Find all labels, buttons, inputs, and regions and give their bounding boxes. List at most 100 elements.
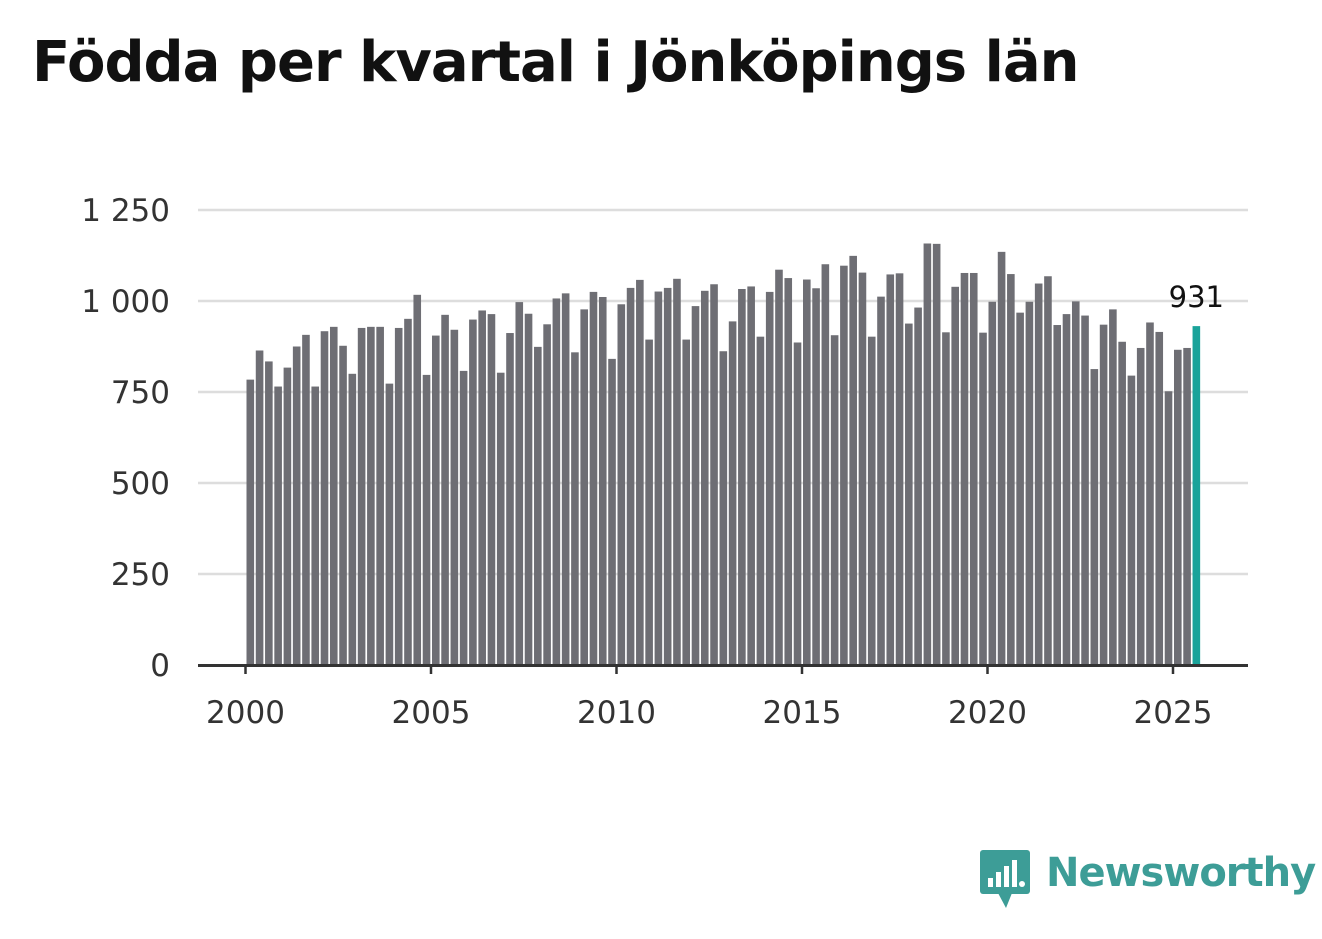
- bar: [803, 279, 811, 665]
- bar: [274, 386, 282, 665]
- x-tick-label: 2010: [577, 695, 656, 731]
- bar: [311, 386, 320, 665]
- bar: [1016, 312, 1024, 665]
- bar: [302, 334, 310, 665]
- bar: [1071, 301, 1080, 665]
- bar: [895, 273, 904, 665]
- bar: [951, 286, 959, 665]
- bar: [1109, 309, 1117, 665]
- y-tick-label: 750: [111, 375, 170, 411]
- bar: [1136, 347, 1145, 665]
- bar: [432, 335, 440, 665]
- bar: [942, 332, 950, 665]
- latest-value-label: 931: [1169, 280, 1224, 314]
- bar: [571, 352, 579, 665]
- bar: [738, 288, 746, 665]
- bar: [469, 319, 477, 665]
- bar: [988, 301, 997, 665]
- y-tick-label: 250: [111, 557, 170, 593]
- newsworthy-logo: Newsworthy: [980, 850, 1316, 910]
- bar: [997, 251, 1006, 666]
- bar: [357, 327, 366, 665]
- bar: [589, 291, 598, 665]
- bar: [1183, 347, 1191, 665]
- bar: [1127, 375, 1136, 665]
- bar: [979, 332, 987, 665]
- bar: [969, 272, 978, 665]
- bar: [830, 335, 839, 665]
- y-tick-label: 1 000: [81, 284, 170, 320]
- bar: [598, 296, 607, 665]
- bar: [450, 329, 459, 665]
- bar: [1118, 341, 1126, 665]
- bar: [1053, 325, 1062, 665]
- bar: [775, 269, 783, 665]
- bar: [534, 346, 542, 665]
- y-tick-label: 0: [150, 648, 170, 684]
- bar: [691, 306, 700, 665]
- bar: [877, 296, 885, 665]
- bar: [487, 314, 496, 665]
- bar: [932, 243, 941, 666]
- bars: [246, 243, 1201, 666]
- bar: [1155, 331, 1164, 665]
- bar: [1007, 274, 1015, 665]
- bar: [524, 313, 533, 665]
- bar: [858, 272, 867, 665]
- bar: [283, 367, 292, 665]
- bar: [960, 272, 969, 665]
- bar: [376, 326, 384, 665]
- bar: [867, 336, 876, 665]
- bar: [812, 288, 820, 665]
- bar: [292, 346, 301, 665]
- bar: [459, 370, 468, 665]
- x-tick-label: 2025: [1134, 695, 1213, 731]
- bar: [515, 302, 524, 665]
- bar: [700, 290, 709, 665]
- bar: [849, 255, 857, 665]
- bar: [478, 310, 486, 665]
- bar: [784, 278, 793, 665]
- chart-title: Födda per kvartal i Jönköpings län: [32, 30, 1079, 95]
- bar: [413, 294, 422, 665]
- bar: [404, 318, 412, 665]
- bar: [645, 339, 653, 665]
- bar-latest: [1192, 326, 1201, 665]
- bar: [636, 279, 644, 665]
- bar: [1174, 349, 1182, 665]
- axes: [198, 664, 1248, 674]
- bar-chart: 0 250 500 750 1 000 1 250 931 2000 2005 2010 2015 2…: [81, 193, 1248, 731]
- bar: [840, 265, 848, 665]
- bar: [1062, 314, 1071, 665]
- bar: [580, 309, 588, 665]
- bar: [246, 379, 255, 665]
- bar: [1081, 315, 1089, 665]
- bar: [821, 264, 830, 665]
- bar: [914, 307, 922, 665]
- bar: [1025, 301, 1034, 665]
- bar: [552, 298, 561, 665]
- bar: [617, 304, 626, 665]
- bar: [608, 358, 616, 665]
- bar: [728, 321, 737, 665]
- bar: [385, 383, 394, 665]
- bar: [265, 361, 273, 665]
- tick-labels: 0 250 500 750 1 000 1 250 931 2000 2005 2010 2015 2…: [81, 193, 1224, 731]
- bar: [654, 291, 663, 665]
- bar: [747, 286, 755, 665]
- bar: [886, 274, 895, 665]
- y-tick-label: 500: [111, 466, 170, 502]
- bar: [626, 287, 635, 665]
- bar: [339, 345, 347, 665]
- bar: [543, 324, 551, 665]
- bar: [905, 323, 913, 665]
- bar: [1164, 391, 1173, 665]
- x-tick-label: 2005: [392, 695, 471, 731]
- brand-name: Newsworthy: [1046, 850, 1316, 896]
- bar: [793, 342, 802, 665]
- bar: [506, 333, 514, 665]
- x-tick-label: 2015: [763, 695, 842, 731]
- bar: [1044, 276, 1052, 665]
- bar: [348, 373, 357, 665]
- bar: [367, 326, 375, 665]
